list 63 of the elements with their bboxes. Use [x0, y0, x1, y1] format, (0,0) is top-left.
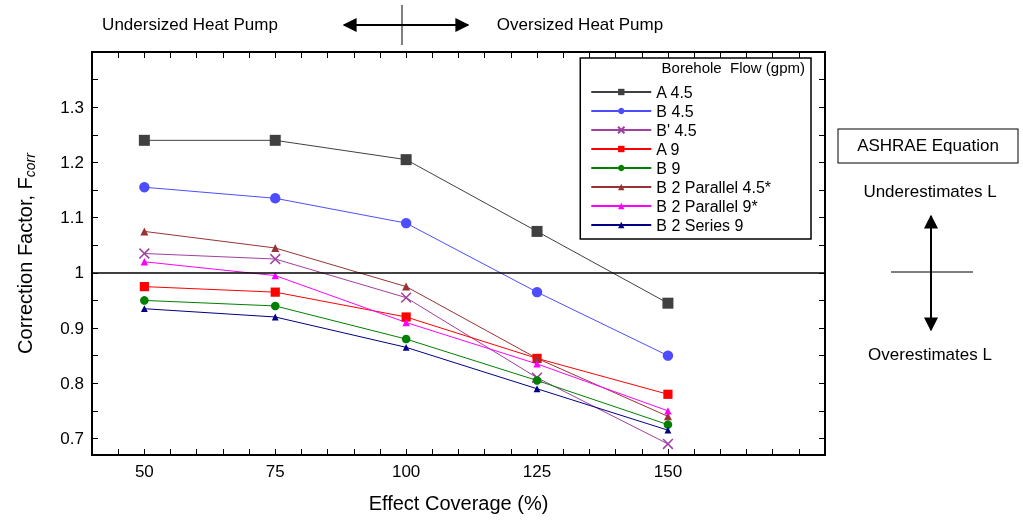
point [271, 243, 280, 252]
point [401, 312, 411, 322]
point [663, 389, 673, 399]
point [400, 292, 412, 304]
x-tick-label: 50 [134, 462, 154, 481]
point [531, 372, 543, 384]
point [138, 247, 151, 260]
y-tick-label: 1.3 [60, 97, 84, 117]
x-tick-label: 125 [522, 462, 552, 481]
legend-label: B 4.5 [656, 102, 694, 120]
point [269, 253, 281, 265]
legend-label: B 2 Parallel 4.5* [656, 178, 771, 196]
y-tick-label: 1 [74, 263, 84, 283]
text: Oversized Heat Pump [496, 15, 664, 35]
y-tick-label: 0.8 [60, 373, 84, 393]
legend-label: B 2 Parallel 9* [656, 197, 758, 215]
x-tick-label: 100 [391, 462, 421, 481]
point [270, 193, 281, 204]
legend-label: B 2 Series 9 [656, 216, 744, 234]
y-tick-label: 1.1 [60, 208, 84, 228]
point [400, 217, 412, 229]
point [533, 385, 541, 393]
y-tick-label: 1.2 [60, 152, 84, 172]
point [269, 134, 281, 146]
point [662, 438, 674, 450]
point [662, 297, 674, 309]
point [271, 313, 279, 321]
point [533, 360, 541, 368]
point [664, 426, 672, 434]
y-tick-label: 0.7 [60, 428, 84, 448]
point [138, 134, 150, 146]
y-axis-title: Correction Factor, Fcorr [14, 151, 38, 354]
point [140, 296, 149, 305]
text: ASHRAE Equation [857, 136, 999, 156]
legend-label: B 9 [656, 159, 681, 177]
text: Underestimates L [863, 182, 997, 202]
point [532, 376, 542, 385]
point [140, 305, 148, 313]
point [663, 420, 673, 429]
point [271, 271, 279, 280]
x-axis-title: Effect Coverage (%) [368, 492, 549, 514]
legend-label: A 9 [656, 140, 680, 158]
text: Undersized Heat Pump [102, 15, 278, 35]
point [531, 225, 543, 237]
point [402, 282, 411, 291]
point [139, 282, 149, 292]
point [140, 258, 149, 266]
point [531, 286, 543, 298]
text: Overestimates L [868, 345, 992, 365]
legend-title: Borehole Flow (gpm) [661, 59, 805, 76]
point [401, 334, 411, 344]
point [270, 301, 280, 311]
point [270, 287, 280, 297]
legend-label: A 4.5 [656, 83, 693, 101]
x-tick-label: 75 [265, 462, 285, 481]
legend-label: B' 4.5 [656, 121, 697, 139]
y-tick-label: 0.9 [60, 318, 84, 338]
point [400, 154, 412, 166]
point [402, 343, 410, 351]
point [662, 350, 674, 361]
point [664, 407, 672, 415]
point [139, 182, 150, 193]
x-tick-label: 150 [653, 462, 683, 481]
